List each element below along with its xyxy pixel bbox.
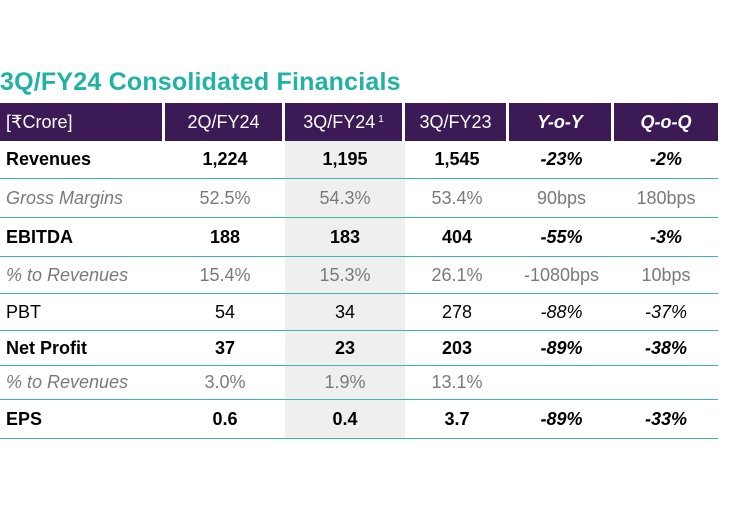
cell-3q-fy24: 34 — [285, 294, 405, 331]
cell-3q-fy24: 0.4 — [285, 400, 405, 439]
header-3q-fy24: 3Q/FY24 1 — [285, 103, 405, 141]
cell-3q-fy24: 183 — [285, 218, 405, 257]
cell-2q-fy24: 52.5% — [165, 179, 285, 218]
row-label: Gross Margins — [0, 179, 165, 218]
header-2q-fy24: 2Q/FY24 — [165, 103, 285, 141]
table-row-net-profit: Net Profit 37 23 203 -89% -38% — [0, 331, 718, 366]
cell-qoq: -37% — [614, 294, 718, 331]
table-row-eps: EPS 0.6 0.4 3.7 -89% -33% — [0, 400, 718, 439]
row-label: Revenues — [0, 141, 165, 179]
cell-3q-fy23: 26.1% — [405, 257, 509, 294]
table-row-net-margin: % to Revenues 3.0% 1.9% 13.1% — [0, 366, 718, 400]
cell-yoy: -23% — [509, 141, 614, 179]
cell-qoq: -38% — [614, 331, 718, 366]
header-3q-fy24-label: 3Q/FY24 — [303, 111, 376, 132]
cell-3q-fy24: 1.9% — [285, 366, 405, 400]
cell-3q-fy24: 23 — [285, 331, 405, 366]
table-row-revenues: Revenues 1,224 1,195 1,545 -23% -2% — [0, 141, 718, 179]
cell-yoy: -89% — [509, 400, 614, 439]
cell-yoy — [509, 366, 614, 400]
header-footnote-marker: 1 — [378, 113, 384, 125]
cell-3q-fy23: 203 — [405, 331, 509, 366]
row-label: PBT — [0, 294, 165, 331]
cell-2q-fy24: 15.4% — [165, 257, 285, 294]
cell-3q-fy23: 1,545 — [405, 141, 509, 179]
cell-2q-fy24: 0.6 — [165, 400, 285, 439]
cell-2q-fy24: 3.0% — [165, 366, 285, 400]
cell-3q-fy24: 1,195 — [285, 141, 405, 179]
table-row-gross-margins: Gross Margins 52.5% 54.3% 53.4% 90bps 18… — [0, 179, 718, 218]
cell-3q-fy23: 404 — [405, 218, 509, 257]
cell-3q-fy23: 3.7 — [405, 400, 509, 439]
cell-qoq: 10bps — [614, 257, 718, 294]
cell-3q-fy23: 13.1% — [405, 366, 509, 400]
cell-qoq: 180bps — [614, 179, 718, 218]
cell-yoy: 90bps — [509, 179, 614, 218]
table-row-ebitda: EBITDA 188 183 404 -55% -3% — [0, 218, 718, 257]
cell-qoq — [614, 366, 718, 400]
financials-table: [₹Crore] 2Q/FY24 3Q/FY24 1 3Q/FY23 Y-o-Y … — [0, 103, 718, 439]
row-label: EBITDA — [0, 218, 165, 257]
header-qoq: Q-o-Q — [614, 103, 718, 141]
cell-yoy: -1080bps — [509, 257, 614, 294]
cell-2q-fy24: 37 — [165, 331, 285, 366]
table-row-ebitda-margin: % to Revenues 15.4% 15.3% 26.1% -1080bps… — [0, 257, 718, 294]
cell-2q-fy24: 54 — [165, 294, 285, 331]
cell-2q-fy24: 188 — [165, 218, 285, 257]
cell-2q-fy24: 1,224 — [165, 141, 285, 179]
cell-yoy: -88% — [509, 294, 614, 331]
cell-3q-fy24: 54.3% — [285, 179, 405, 218]
row-label: % to Revenues — [0, 257, 165, 294]
row-label: % to Revenues — [0, 366, 165, 400]
page-title: 3Q/FY24 Consolidated Financials — [0, 68, 401, 96]
row-label: EPS — [0, 400, 165, 439]
cell-qoq: -33% — [614, 400, 718, 439]
cell-3q-fy23: 278 — [405, 294, 509, 331]
table-header-row: [₹Crore] 2Q/FY24 3Q/FY24 1 3Q/FY23 Y-o-Y … — [0, 103, 718, 141]
cell-yoy: -89% — [509, 331, 614, 366]
cell-3q-fy23: 53.4% — [405, 179, 509, 218]
cell-qoq: -2% — [614, 141, 718, 179]
row-label: Net Profit — [0, 331, 165, 366]
header-3q-fy23: 3Q/FY23 — [405, 103, 509, 141]
cell-yoy: -55% — [509, 218, 614, 257]
cell-qoq: -3% — [614, 218, 718, 257]
cell-3q-fy24: 15.3% — [285, 257, 405, 294]
header-yoy: Y-o-Y — [509, 103, 614, 141]
table-row-pbt: PBT 54 34 278 -88% -37% — [0, 294, 718, 331]
header-unit: [₹Crore] — [0, 103, 165, 141]
